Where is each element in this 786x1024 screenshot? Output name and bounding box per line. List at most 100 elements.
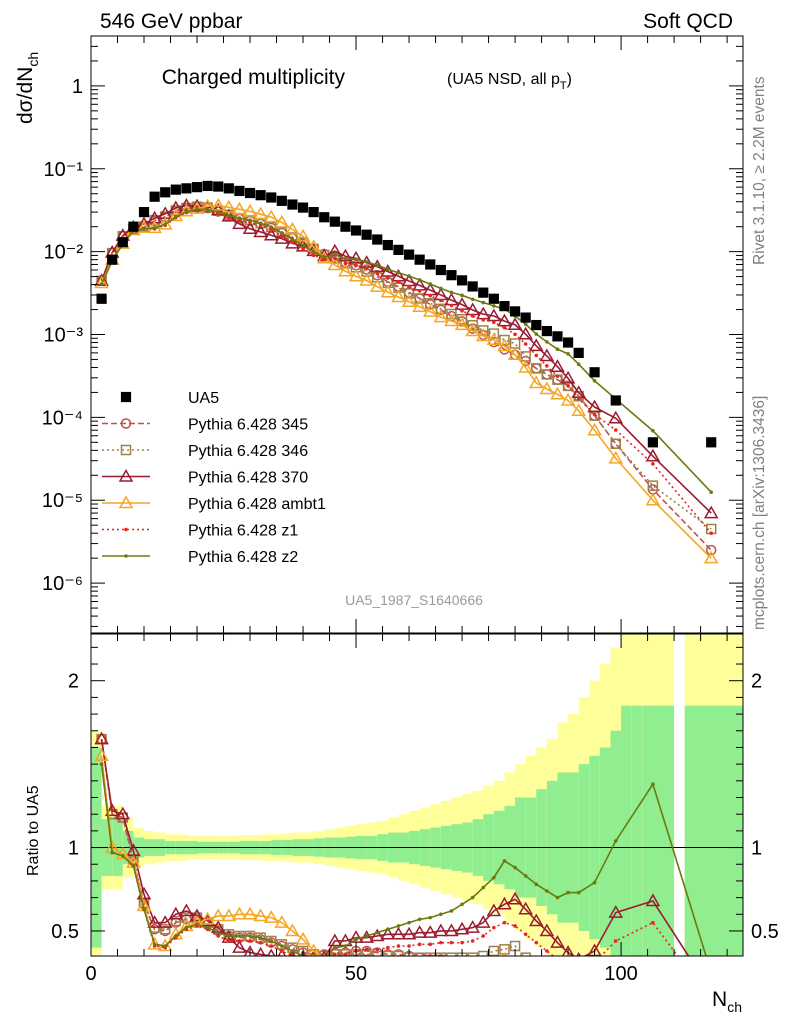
ratio-point — [439, 940, 443, 945]
data-point — [255, 190, 266, 201]
x-tick-label: 0 — [85, 963, 96, 985]
series-point — [555, 347, 560, 351]
series-line — [100, 208, 712, 493]
ratio-point — [645, 893, 661, 907]
series-point — [550, 386, 565, 400]
series-point — [571, 403, 586, 417]
ratio-point — [521, 960, 530, 969]
data-point — [244, 187, 256, 199]
series-point — [587, 399, 602, 413]
data-point — [266, 192, 277, 203]
ratio-point — [280, 949, 284, 953]
ratio-point — [502, 920, 507, 925]
series-point — [338, 263, 353, 277]
ratio-point — [382, 963, 394, 974]
ratio-point — [470, 939, 475, 943]
data-point — [191, 182, 203, 193]
ratio-panel: 0.5 0.5 1 1 2 2 0 50 100 Ratio to UA5 Nch — [25, 633, 779, 1015]
series-point — [497, 338, 512, 352]
series-point — [507, 317, 523, 331]
series-point — [502, 325, 507, 330]
ratio-point — [709, 971, 713, 975]
ratio-point — [500, 960, 509, 969]
series-point — [539, 348, 555, 362]
ratio-point — [232, 906, 247, 920]
series-point — [290, 237, 295, 242]
ratio-point — [449, 909, 454, 913]
ratio-y-axis-label: Ratio to UA5 — [25, 785, 42, 876]
ratio-point — [147, 936, 162, 950]
series-point — [439, 286, 443, 291]
ratio-point — [255, 946, 266, 956]
series-point — [327, 257, 343, 271]
ratio-point — [551, 975, 563, 986]
ratio-point — [550, 935, 565, 948]
ratio-point — [456, 960, 468, 971]
series-point — [703, 505, 719, 519]
series-point — [369, 279, 385, 292]
series-point — [545, 340, 549, 344]
ratio-point — [534, 940, 539, 945]
ratio-point — [258, 940, 263, 945]
ratio-point — [237, 939, 242, 943]
legend-label: Pythia 6.428 z1 — [188, 523, 298, 540]
series-point — [492, 304, 496, 308]
series-point — [528, 338, 544, 352]
ratio-point — [414, 952, 425, 956]
legend-item: Pythia 6.428 z1 — [102, 523, 298, 540]
ratio-point — [248, 939, 252, 943]
y-tick-label: 10⁻² — [44, 242, 84, 264]
ratio-point — [205, 925, 210, 930]
ratio-point — [542, 960, 551, 969]
ratio-point — [590, 960, 599, 969]
series-point — [295, 228, 311, 242]
ratio-point — [94, 731, 109, 745]
ratio-line — [100, 755, 321, 956]
data-point — [382, 239, 393, 251]
series-point — [460, 308, 464, 313]
data-point — [589, 367, 600, 378]
series-point — [481, 300, 486, 305]
ratio-point — [248, 934, 252, 938]
ratio-point — [530, 975, 542, 986]
x-axis-label: Nch — [712, 988, 742, 1015]
series-point — [386, 267, 390, 272]
ratio-point — [433, 923, 449, 937]
data-point — [520, 312, 531, 323]
series-point — [396, 280, 401, 284]
series-point — [449, 303, 454, 308]
ratio-point — [460, 902, 464, 907]
ratio-point — [492, 875, 496, 880]
data-point — [552, 331, 563, 342]
ratio-point — [371, 963, 383, 974]
data-point — [706, 437, 717, 448]
ratio-point — [174, 934, 178, 938]
data-point — [319, 212, 330, 223]
series-point — [157, 216, 173, 230]
ratio-y-tick-label: 2 — [68, 671, 79, 693]
legend-marker — [120, 418, 132, 429]
series-point — [647, 480, 659, 491]
series-point — [348, 268, 364, 282]
series-point — [492, 320, 496, 325]
series-point — [263, 209, 279, 223]
data-point — [647, 437, 658, 448]
legend-label: Pythia 6.428 370 — [188, 470, 308, 487]
ratio-point — [380, 926, 396, 940]
series-point — [497, 313, 512, 327]
ratio-point — [589, 975, 601, 986]
ratio-point — [553, 960, 562, 969]
series-point — [645, 492, 661, 506]
series-point — [205, 207, 210, 212]
series-point — [444, 313, 459, 327]
legend-marker — [124, 527, 128, 532]
series-point — [592, 412, 597, 417]
ratio-point — [227, 939, 231, 943]
series-point — [354, 257, 358, 262]
ratio-series-4 — [94, 748, 601, 986]
series-point — [401, 294, 417, 308]
series-point — [232, 201, 247, 215]
series-point — [391, 289, 406, 303]
ratio-point — [534, 882, 539, 887]
